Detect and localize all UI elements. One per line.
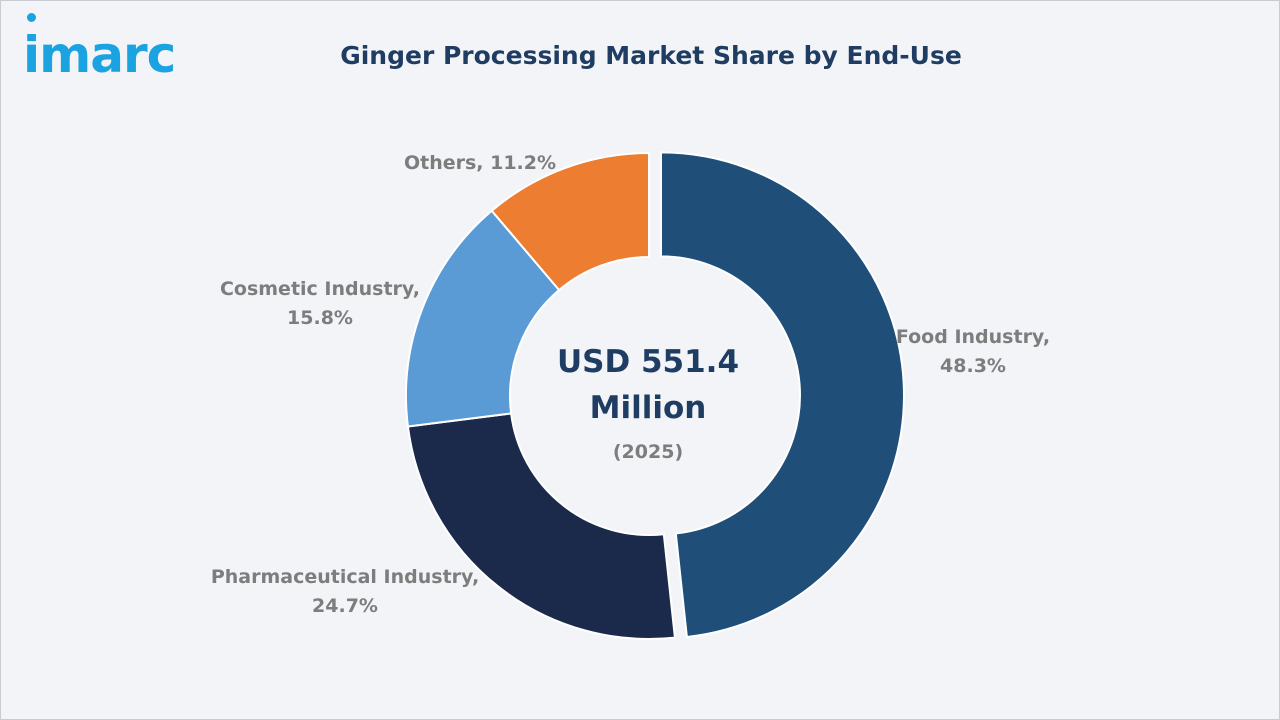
center-text: USD 551.4 Million (2025) [557,344,739,463]
center-year: (2025) [613,441,683,463]
logo-dot-icon [27,13,36,22]
slice-pharmaceutical-industry [406,412,677,640]
label-others: Others, 11.2% [404,152,556,174]
label-cosmetic-industry: Cosmetic Industry, 15.8% [220,278,420,329]
center-value-line1: USD 551.4 [557,344,739,380]
chart-title: Ginger Processing Market Share by End-Us… [340,41,962,70]
label-pharmaceutical-industry: Pharmaceutical Industry, 24.7% [211,566,479,617]
slices-group [405,151,905,640]
center-value-line2: Million [590,390,707,426]
logo-text: imarc [23,26,176,84]
slice-labels-group: Food Industry, 48.3% Pharmaceutical Indust… [211,152,1050,617]
slice-others [490,151,650,292]
imarc-logo: imarc [23,13,176,85]
slice-food-industry [659,151,905,639]
label-food-industry: Food Industry, 48.3% [896,326,1050,377]
